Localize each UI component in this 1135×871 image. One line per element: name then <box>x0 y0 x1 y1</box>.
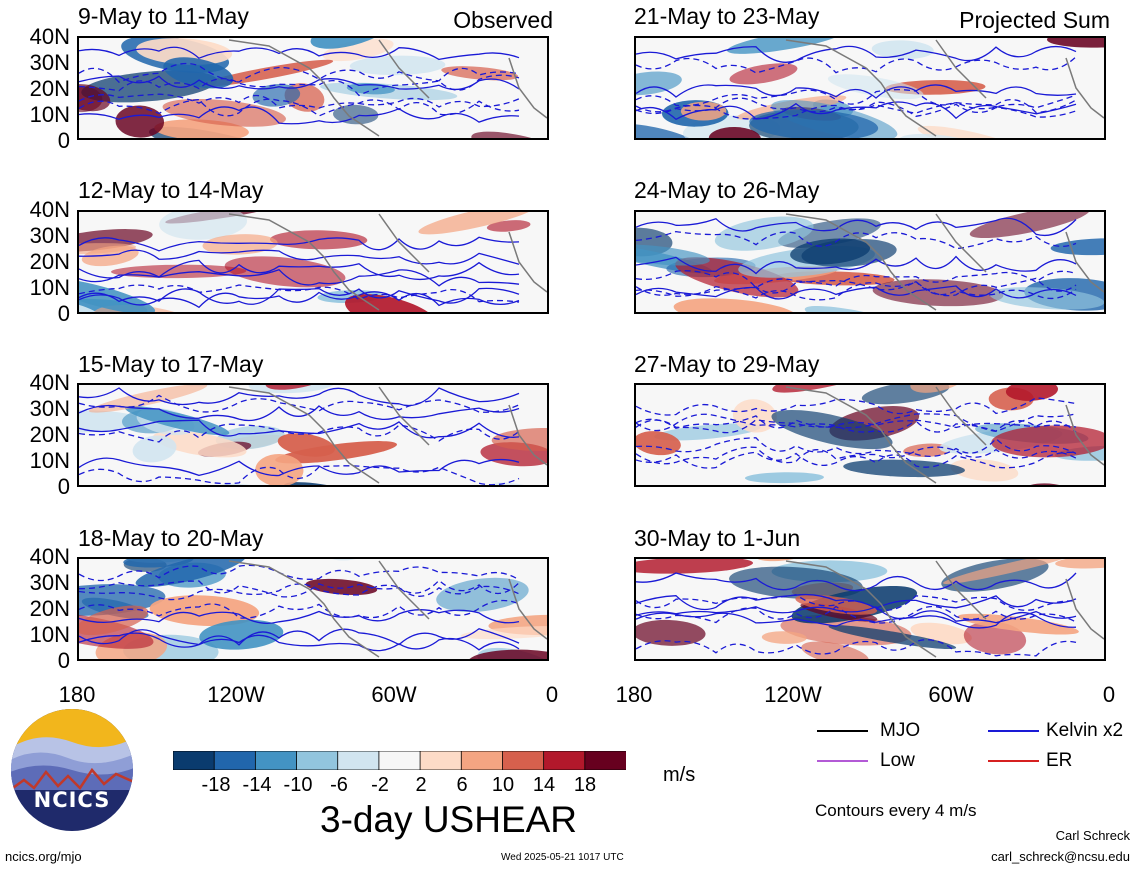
panel-title: 12-May to 14-May <box>78 177 264 203</box>
contour-interval-note: Contours every 4 m/s <box>815 801 977 820</box>
panel-title: 27-May to 29-May <box>634 351 820 377</box>
colorbar-tick: -18 <box>201 774 231 796</box>
colorbar-swatch <box>337 750 380 771</box>
lon-label: 180 <box>615 682 653 707</box>
shear-map <box>77 36 549 140</box>
colorbar-tick: 14 <box>532 774 556 796</box>
colorbar-units: m/s <box>663 764 696 786</box>
shear-map <box>77 210 549 314</box>
footer-timestamp: Wed 2025-05-21 1017 UTC <box>501 852 624 863</box>
colorbar-tick: -6 <box>330 774 348 796</box>
colorbar-tick: 10 <box>491 774 515 796</box>
panel-title: 24-May to 26-May <box>634 177 820 203</box>
lat-label: 20N <box>29 76 70 101</box>
shear-map <box>634 210 1106 314</box>
colorbar-swatch <box>584 750 627 771</box>
lat-label: 40N <box>29 197 70 222</box>
colorbar-tick: -10 <box>283 774 313 796</box>
shear-map <box>634 36 1106 140</box>
colorbar <box>172 750 627 771</box>
legend-label-kelvin: Kelvin x2 <box>1046 720 1124 741</box>
lon-label: 0 <box>1102 682 1116 707</box>
lat-label: 0 <box>57 648 70 673</box>
lat-label: 30N <box>29 396 70 421</box>
panel-title: 9-May to 11-May <box>78 3 249 29</box>
panel-title: 18-May to 20-May <box>78 525 264 551</box>
legend-label-mjo: MJO <box>880 720 921 741</box>
panel-title: 15-May to 17-May <box>78 351 264 377</box>
lon-label: 180 <box>58 682 96 707</box>
colorbar-swatch <box>254 750 298 771</box>
shear-map <box>77 383 549 487</box>
colorbar-swatch <box>460 750 504 771</box>
legend-label-low: Low <box>880 750 915 771</box>
legend-swatch-er <box>988 760 1039 762</box>
legend-swatch-kelvin <box>988 730 1039 732</box>
colorbar-swatch <box>502 750 545 771</box>
lat-label: 40N <box>29 370 70 395</box>
panel-title: 30-May to 1-Jun <box>634 525 801 551</box>
lat-label: 20N <box>29 422 70 447</box>
lat-label: 10N <box>29 622 70 647</box>
colorbar-tick: 6 <box>456 774 468 796</box>
lat-label: 20N <box>29 596 70 621</box>
lat-label: 40N <box>29 24 70 49</box>
footer-author: Carl Schreck <box>1055 828 1130 843</box>
lon-label: 60W <box>928 682 974 707</box>
legend-label-er: ER <box>1046 750 1073 771</box>
shear-map <box>634 557 1106 661</box>
shear-map <box>634 383 1106 487</box>
lon-label: 60W <box>371 682 417 707</box>
lat-label: 10N <box>29 275 70 300</box>
lat-label: 10N <box>29 448 70 473</box>
colorbar-swatch <box>378 750 421 771</box>
colorbar-tick: 2 <box>415 774 427 796</box>
lat-label: 10N <box>29 102 70 127</box>
colorbar-swatch <box>419 750 463 771</box>
lon-label: 0 <box>545 682 559 707</box>
lat-label: 30N <box>29 50 70 75</box>
legend-swatch-mjo <box>817 730 868 732</box>
colorbar-tick: -14 <box>242 774 272 796</box>
panel-title: 21-May to 23-May <box>634 3 820 29</box>
colorbar-swatches <box>172 750 627 771</box>
colorbar-tick: 18 <box>573 774 597 796</box>
lat-label: 20N <box>29 249 70 274</box>
colorbar-swatch <box>213 750 257 771</box>
ncics-logo[interactable]: NCICS <box>10 708 134 832</box>
colorbar-swatch <box>543 750 586 771</box>
lat-label: 0 <box>57 301 70 326</box>
footer-url[interactable]: ncics.org/mjo <box>5 849 82 864</box>
colorbar-swatch <box>172 750 216 771</box>
lat-label: 40N <box>29 544 70 569</box>
colorbar-swatch <box>296 750 339 771</box>
lat-label: 0 <box>57 128 70 153</box>
shear-map <box>77 557 549 661</box>
panel-corner-label: Projected Sum <box>959 7 1110 33</box>
lon-label: 120W <box>207 682 265 707</box>
footer-email[interactable]: carl_schreck@ncsu.edu <box>991 849 1130 864</box>
figure-title: 3-day USHEAR <box>320 799 578 840</box>
logo-text: NCICS <box>33 788 111 812</box>
legend-swatch-low <box>817 760 868 762</box>
lat-label: 0 <box>57 474 70 499</box>
lon-label: 120W <box>764 682 822 707</box>
lat-label: 30N <box>29 570 70 595</box>
lat-label: 30N <box>29 223 70 248</box>
colorbar-tick: -2 <box>371 774 389 796</box>
panel-corner-label: Observed <box>453 7 553 33</box>
